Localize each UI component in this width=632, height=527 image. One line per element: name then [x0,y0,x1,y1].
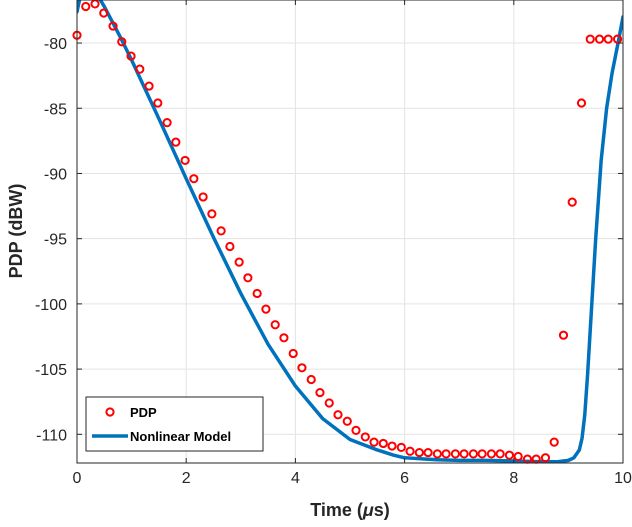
data-point-pdp [441,449,451,459]
legend: PDP Nonlinear Model [85,396,264,452]
data-point-pdp [243,273,253,283]
plot-background [77,0,623,463]
data-point-pdp [252,288,262,299]
data-point-pdp [171,137,181,147]
data-point-pdp [306,374,316,385]
data-point-pdp [603,34,613,44]
y-ticks: -110 -105 -100 -95 -90 -85 -80 [35,36,623,444]
data-point-pdp [216,226,226,236]
data-point-pdp [207,209,217,219]
data-point-pdp [567,197,577,207]
data-point-pdp [117,37,127,47]
y-tick-label: -85 [44,101,67,118]
data-point-pdp [612,34,623,44]
data-point-pdp [153,98,163,108]
data-point-pdp [144,81,154,91]
x-tick-label: 0 [73,470,82,487]
data-point-pdp [279,333,289,343]
data-point-pdp [477,449,487,459]
data-point-pdp [594,34,605,44]
y-tick-label: -100 [35,297,67,314]
data-point-pdp [126,51,136,61]
data-point-pdp [198,192,208,202]
legend-label-pdp: PDP [130,405,157,420]
data-point-pdp [225,241,235,252]
data-point-pdp [585,34,595,44]
data-point-pdp [297,363,307,373]
data-point-pdp [288,348,298,359]
x-tick-label: 6 [400,470,409,487]
data-point-pdp [513,451,523,462]
x-axis-title: Time (μs) [310,500,390,520]
data-point-pdp [99,8,109,18]
data-point-pdp [135,64,145,74]
x-axis-title-mu: μ [362,500,374,520]
data-point-pdp [405,446,415,456]
data-point-pdp [108,21,118,31]
data-point-pdp [351,425,361,435]
x-tick-label: 4 [291,470,300,487]
data-point-pdp [369,437,379,447]
data-point-pdp [396,442,406,452]
data-point-pdp [333,410,343,420]
y-tick-label: -105 [35,362,67,379]
data-point-pdp [270,320,280,330]
x-ticks: 0 2 4 6 8 10 [73,0,632,487]
legend-marker-pdp [105,407,115,417]
data-point-pdp [315,387,325,398]
data-point-pdp [180,155,190,166]
data-point-pdp [189,174,199,184]
data-point-pdp [558,330,569,340]
data-point-pdp [468,449,478,459]
data-point-pdp [549,437,559,447]
data-point-pdp [360,432,370,442]
legend-box [85,396,264,452]
data-point-pdp [261,304,271,314]
y-tick-label: -80 [44,36,67,53]
data-point-pdp [459,449,469,459]
data-point-pdp [234,257,244,267]
x-tick-label: 2 [182,470,191,487]
legend-label-model: Nonlinear Model [130,429,231,444]
data-point-pdp [486,449,497,459]
plot-frame [76,0,624,464]
x-tick-label: 10 [614,470,632,487]
data-point-pdp [432,449,442,459]
data-point-pdp [576,98,587,108]
y-tick-label: -95 [44,232,67,249]
y-tick-label: -90 [44,166,67,183]
y-tick-label: -110 [36,427,67,444]
data-point-pdp [81,1,91,12]
data-point-pdp [162,118,172,128]
data-point-pdp [423,447,433,458]
y-axis-title: PDP (dBW) [6,184,26,279]
x-tick-label: 8 [509,470,518,487]
data-point-pdp [495,449,505,459]
data-point-pdp [450,449,460,459]
data-point-pdp [387,441,397,451]
data-point-pdp [378,438,388,449]
data-point-pdp [540,453,551,463]
data-point-pdp [324,398,334,408]
data-point-pdp [342,416,352,426]
data-point-pdp [504,450,515,460]
data-point-pdp [414,447,424,458]
